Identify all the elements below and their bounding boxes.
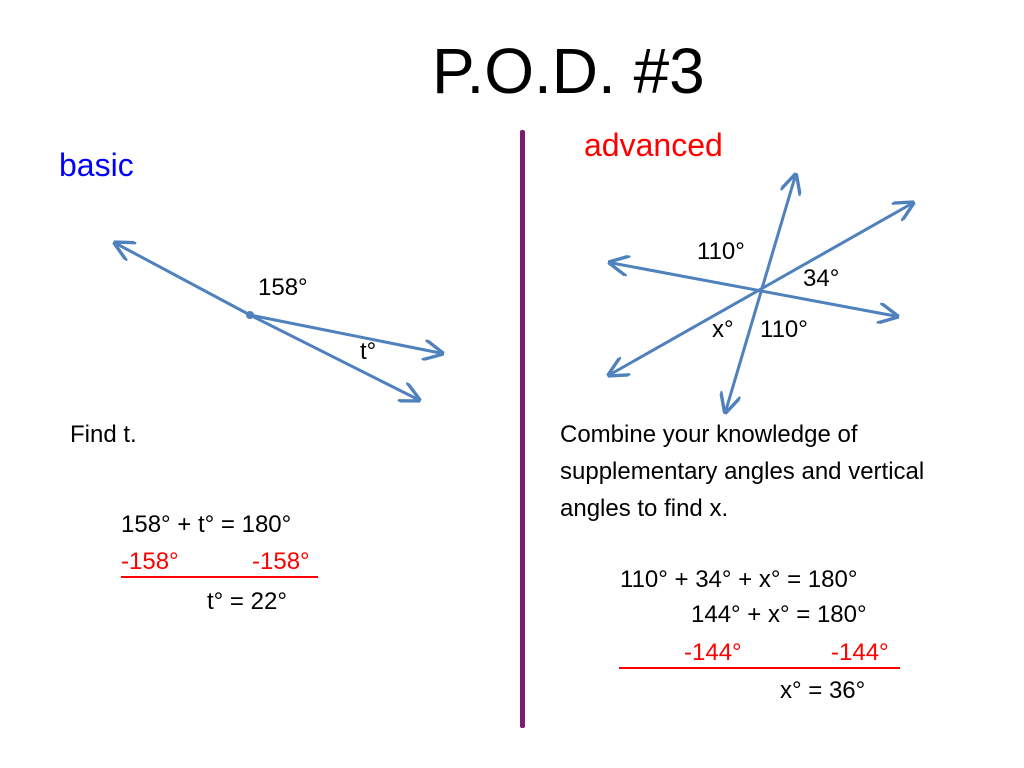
advanced-prompt-line-2: supplementary angles and vertical xyxy=(560,458,925,485)
advanced-work-line-3-left: -144° xyxy=(684,639,742,666)
adv-angle-110-top-label: 110° xyxy=(697,238,745,265)
advanced-prompt-line-1: Combine your knowledge of xyxy=(560,421,858,448)
adv-angle-x-label: x° xyxy=(712,316,734,343)
basic-work-line-2-left: -158° xyxy=(121,548,179,575)
basic-diagram xyxy=(117,244,440,399)
advanced-prompt: Combine your knowledge of supplementary … xyxy=(560,416,924,527)
advanced-diagram xyxy=(611,177,911,410)
basic-angle-t-label: t° xyxy=(360,338,377,365)
basic-ray-right-upper xyxy=(249,313,440,353)
advanced-heading: advanced xyxy=(584,127,723,163)
adv-line-shallow xyxy=(612,263,895,316)
basic-work-line-1: 158° + t° = 180° xyxy=(121,511,292,538)
basic-ray-left xyxy=(117,244,251,317)
advanced-work-line-4: x° = 36° xyxy=(780,677,866,704)
basic-work-line-2-right: -158° xyxy=(252,548,310,575)
adv-line-diagonal xyxy=(611,204,911,374)
basic-prompt: Find t. xyxy=(70,421,137,448)
basic-ray-right-lower xyxy=(249,313,417,399)
adv-angle-34-label: 34° xyxy=(803,265,840,292)
adv-line-steep xyxy=(726,177,795,410)
basic-work-line-3: t° = 22° xyxy=(207,588,287,615)
slide-title: P.O.D. #3 xyxy=(432,35,705,107)
basic-angle-158-label: 158° xyxy=(258,274,308,301)
advanced-work-line-1: 110° + 34° + x° = 180° xyxy=(620,566,858,593)
basic-vertex-point xyxy=(246,311,254,319)
advanced-work-line-3-right: -144° xyxy=(831,639,889,666)
advanced-prompt-line-3: angles to find x. xyxy=(560,495,729,522)
adv-angle-110-bottom-label: 110° xyxy=(760,316,808,343)
basic-work-line-2: -158° -158° xyxy=(121,548,318,578)
vertical-divider xyxy=(520,130,525,728)
advanced-work-line-3: -144° -144° xyxy=(619,639,900,669)
advanced-work-line-2: 144° + x° = 180° xyxy=(691,601,867,628)
basic-heading: basic xyxy=(59,147,134,183)
